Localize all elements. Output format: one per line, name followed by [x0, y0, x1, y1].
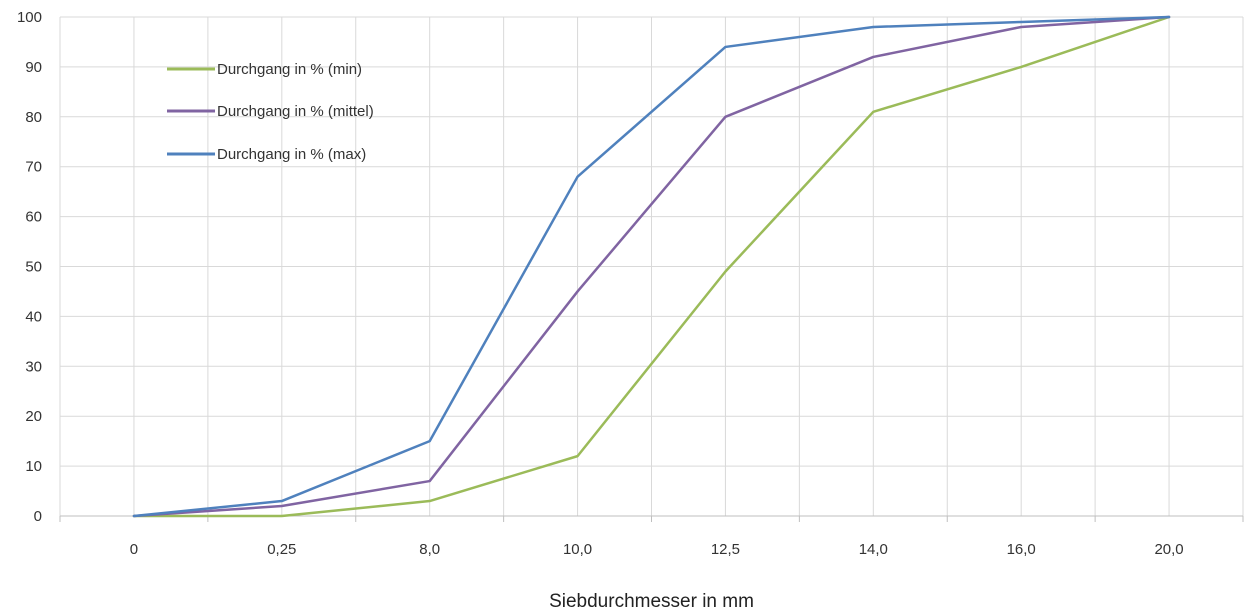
- y-tick-label: 80: [25, 109, 42, 126]
- y-tick-label: 20: [25, 408, 42, 425]
- y-tick-label: 10: [25, 458, 42, 475]
- legend-label: Durchgang in % (max): [217, 146, 366, 163]
- legend-label: Durchgang in % (min): [217, 61, 362, 78]
- x-tick-label: 14,0: [859, 541, 888, 558]
- x-tick-label: 20,0: [1154, 541, 1183, 558]
- x-tick-label: 10,0: [563, 541, 592, 558]
- series-line: [132, 15, 1171, 518]
- y-tick-label: 70: [25, 159, 42, 176]
- legend: Durchgang in % (min) Durchgang in % (mitt…: [167, 61, 374, 163]
- y-tick-label: 90: [25, 59, 42, 76]
- x-axis-title: Siebdurchmesser in mm: [549, 591, 754, 612]
- y-tick-label: 30: [25, 358, 42, 375]
- series-line: [132, 15, 1171, 518]
- y-tick-label: 60: [25, 209, 42, 226]
- y-tick-label: 40: [25, 308, 42, 325]
- y-tick-label: 50: [25, 259, 42, 276]
- x-tick-label: 0,25: [267, 541, 296, 558]
- grid: [59, 16, 1244, 516]
- x-tick-label: 16,0: [1007, 541, 1036, 558]
- y-tick-label: 0: [34, 508, 42, 525]
- x-tick-label: 8,0: [419, 541, 440, 558]
- series-line: [132, 15, 1171, 518]
- legend-label: Durchgang in % (mittel): [217, 103, 374, 120]
- series-lines: [132, 15, 1171, 518]
- x-tick-label: 12,5: [711, 541, 740, 558]
- x-tick-label: 0: [130, 541, 138, 558]
- y-tick-label: 100: [17, 9, 42, 26]
- axes: 0 10 20 30 40 50 60 70 80 90 100 0 0,25 8,0 10,0 12,5 14…: [17, 9, 1244, 558]
